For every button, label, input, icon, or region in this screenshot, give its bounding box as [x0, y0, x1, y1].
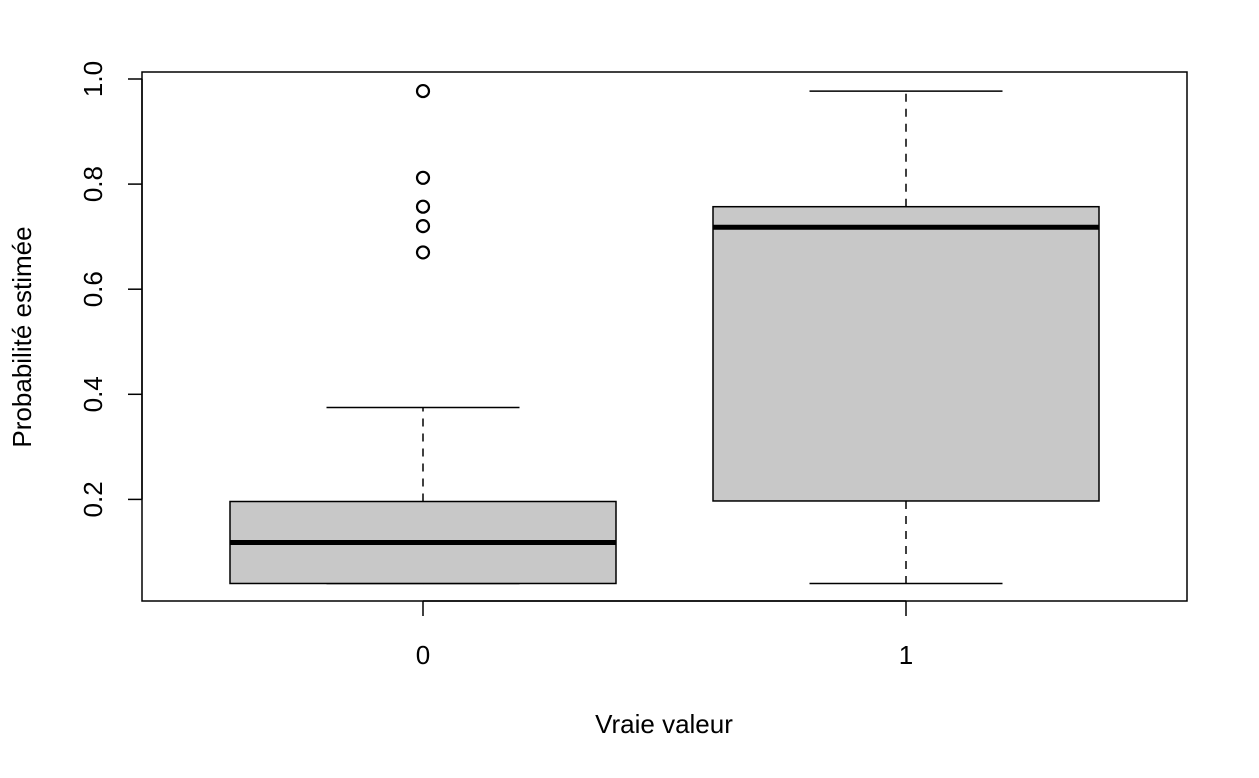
x-tick-label: 1: [899, 640, 913, 670]
x-axis-title: Vraie valeur: [595, 709, 733, 739]
outlier-point: [415, 199, 431, 214]
outlier-point: [415, 83, 431, 99]
y-axis: 0.2 0.4 0.6 0.8 1.0: [78, 61, 143, 517]
outlier-point: [415, 170, 431, 185]
y-axis-title: Probabilité estimée: [7, 226, 37, 447]
x-tick-label: 0: [416, 640, 430, 670]
y-tick-label: 0.2: [78, 481, 108, 517]
y-tick-label: 1.0: [78, 61, 108, 97]
outlier-point: [415, 245, 431, 260]
y-tick-label: 0.4: [78, 376, 108, 412]
boxes: [229, 83, 1100, 585]
outlier-point: [415, 219, 431, 234]
y-tick-label: 0.6: [78, 271, 108, 307]
box-iqr: [712, 205, 1100, 502]
box-group: [229, 83, 617, 585]
y-tick-label: 0.8: [78, 166, 108, 202]
box-group: [712, 90, 1100, 585]
